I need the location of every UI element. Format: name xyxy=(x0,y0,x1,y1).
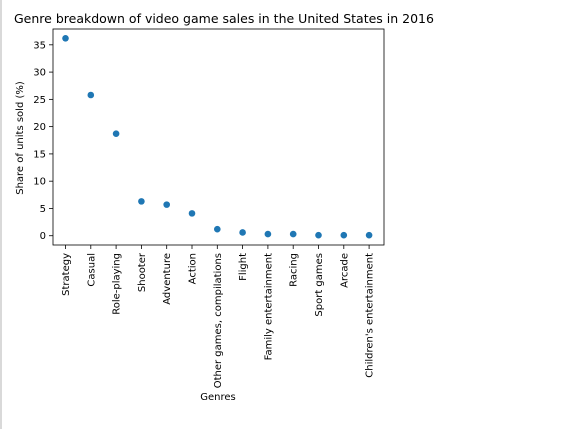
data-point xyxy=(138,198,145,205)
y-tick-label: 15 xyxy=(33,149,46,160)
x-tick-label: Sport games xyxy=(314,253,325,317)
x-tick-label: Shooter xyxy=(137,252,148,292)
x-tick-label: Arcade xyxy=(339,253,350,288)
y-axis-label: Share of units sold (%) xyxy=(15,81,26,195)
y-tick-label: 0 xyxy=(40,231,46,242)
y-axis: 0 5 10 15 20 25 30 35 xyxy=(33,40,53,242)
x-tick-label: Role-playing xyxy=(112,253,123,315)
data-point xyxy=(163,201,170,208)
window-edge xyxy=(0,0,2,429)
y-tick-label: 5 xyxy=(40,204,46,215)
x-axis: Strategy Casual Role-playing Shooter Adventu… xyxy=(61,245,376,388)
data-point xyxy=(87,91,95,99)
y-tick-label: 30 xyxy=(33,68,46,79)
x-tick-label: Flight xyxy=(238,253,249,281)
x-tick-label: Racing xyxy=(289,253,300,287)
plot-frame xyxy=(52,28,385,246)
data-points xyxy=(62,34,373,239)
data-point xyxy=(112,130,120,138)
x-axis-label: Genres xyxy=(200,392,236,403)
x-tick-label: Other games, compilations xyxy=(213,253,224,388)
data-point xyxy=(62,34,69,42)
y-tick-label: 25 xyxy=(33,95,46,106)
chart-title: Genre breakdown of video game sales in t… xyxy=(14,11,434,26)
data-point xyxy=(239,229,246,236)
x-tick-label: Casual xyxy=(86,253,97,287)
x-tick-label: Children's entertainment xyxy=(365,253,376,378)
data-point xyxy=(214,225,221,233)
data-point xyxy=(264,230,272,238)
y-tick-label: 35 xyxy=(33,40,46,51)
y-tick-label: 10 xyxy=(33,177,46,188)
x-tick-label: Adventure xyxy=(162,253,173,305)
x-tick-label: Family entertainment xyxy=(263,253,274,360)
y-tick-label: 20 xyxy=(33,122,46,133)
data-point xyxy=(315,231,322,239)
data-point xyxy=(188,210,196,217)
data-point xyxy=(365,231,373,239)
data-point xyxy=(340,231,348,239)
x-tick-label: Strategy xyxy=(61,253,72,296)
x-tick-label: Action xyxy=(188,253,199,284)
data-point xyxy=(289,230,297,238)
